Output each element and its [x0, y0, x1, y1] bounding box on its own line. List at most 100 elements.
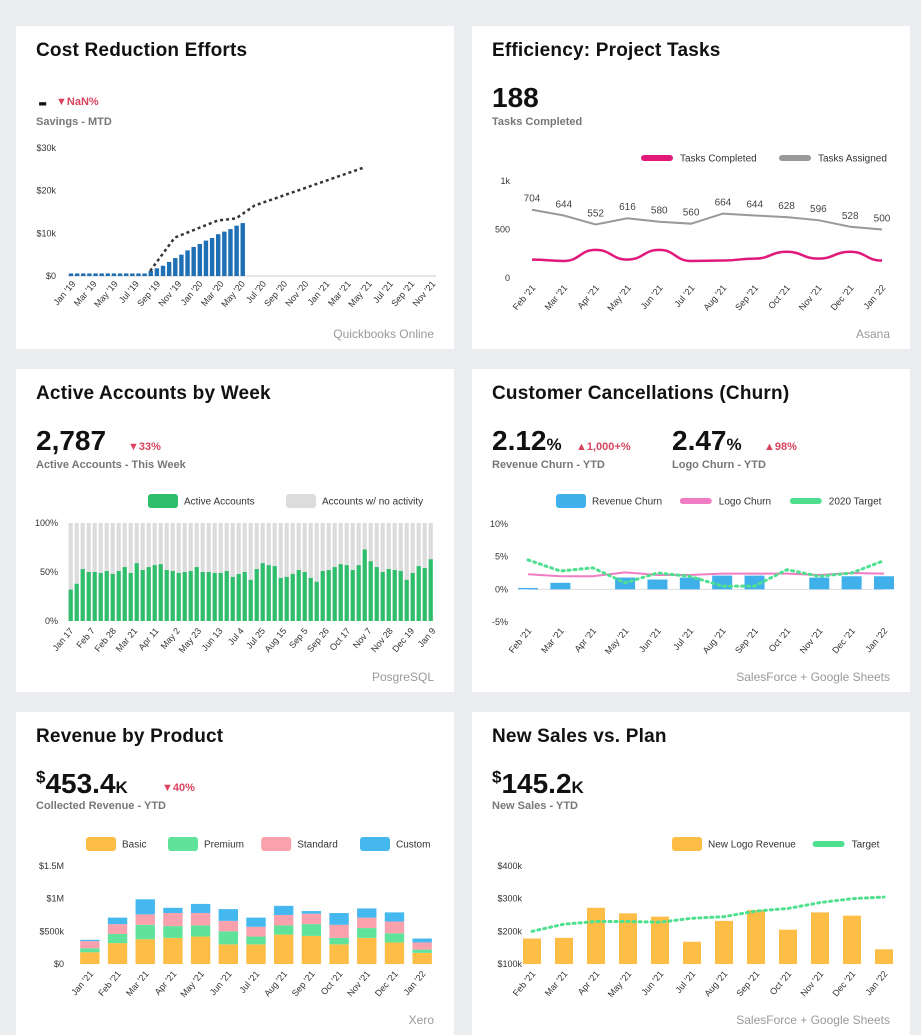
x-tick-label: Jun '21: [639, 969, 665, 997]
bar-active: [428, 559, 433, 621]
metric-label: Active Accounts - This Week: [36, 459, 186, 471]
bar-segment-standard: [135, 914, 155, 925]
bar-segment-premium: [329, 937, 349, 945]
data-label: 552: [587, 208, 604, 219]
bar-segment-premium: [163, 926, 183, 938]
bar-segment-premium: [190, 925, 211, 937]
x-tick-label: May 23: [177, 626, 204, 655]
bar: [179, 254, 184, 276]
bar-segment-premium: [301, 924, 322, 936]
delta-badge: ▼33%: [128, 441, 161, 453]
bar-no-activity: [308, 523, 313, 621]
bar-active: [308, 577, 313, 621]
bar-active: [272, 566, 277, 621]
bar: [111, 273, 117, 276]
legend-swatch: [148, 494, 178, 508]
bar-revenue-churn: [550, 582, 571, 590]
legend-label: Tasks Completed: [680, 154, 757, 165]
bar-active: [188, 571, 193, 621]
y-tick-label: 50%: [40, 567, 58, 577]
delta-badge: ▲98%: [764, 441, 797, 453]
data-label: 580: [651, 206, 668, 217]
bar-no-activity: [68, 523, 73, 621]
bar-no-activity: [290, 523, 295, 621]
source-label: Quickbooks Online: [333, 327, 434, 341]
bar-active: [254, 569, 259, 621]
bar-active: [74, 583, 79, 621]
x-tick-label: Apr 11: [136, 626, 160, 652]
metric-unit: %: [726, 435, 742, 454]
churn-chart: Revenue Churn Logo Churn 2020 Target 10% 5% 0…: [490, 494, 894, 656]
x-tick-label: Nov '20: [283, 279, 310, 309]
x-tick-label: Jul '21: [672, 283, 696, 309]
metric-label: Tasks Completed: [492, 116, 583, 128]
bar-active: [200, 572, 205, 621]
card-title: Cost Reduction Efforts: [36, 40, 248, 61]
bar-active: [374, 567, 379, 621]
x-tick-label: May '21: [178, 969, 206, 999]
card-churn: Customer Cancellations (Churn) 2.12% ▲1,…: [472, 369, 910, 692]
bar-segment-custom: [384, 912, 405, 922]
bar-active: [410, 572, 415, 621]
bar: [160, 265, 166, 276]
legend-label: Active Accounts: [184, 497, 255, 508]
x-tick-label: Jan '21: [69, 969, 95, 997]
bar-no-activity: [110, 523, 115, 621]
x-tick-label: Nov '21: [798, 969, 825, 999]
y-tick-label: 100%: [35, 518, 58, 528]
x-tick-label: Jun 13: [200, 626, 225, 653]
metric-value: 2,787: [36, 425, 107, 456]
bar-active: [170, 571, 175, 621]
y-tick-label: $200k: [497, 926, 522, 936]
y-tick-label: 0%: [495, 584, 508, 594]
legend-label: Standard: [297, 840, 338, 851]
data-label: 644: [555, 200, 572, 211]
bar-segment-standard: [412, 942, 432, 950]
x-tick-label: Jun '21: [208, 969, 234, 997]
x-tick-label: Feb '21: [507, 626, 534, 655]
y-tick-label: 0%: [45, 616, 58, 626]
bar-segment-premium: [218, 931, 238, 945]
metric-value-group: $145.2K: [492, 768, 584, 800]
x-tick-label: Aug 15: [262, 626, 288, 654]
bar: [173, 258, 178, 276]
bar-active: [296, 570, 301, 621]
x-tick-label: Jul 4: [226, 626, 246, 647]
bar-no-activity: [230, 523, 235, 621]
data-label: 616: [619, 202, 636, 213]
legend-label: Revenue Churn: [592, 497, 662, 508]
bar-active: [260, 563, 265, 621]
bar-segment-basic: [274, 934, 294, 964]
bar-active: [80, 569, 85, 621]
x-tick-label: Mar '21: [539, 626, 566, 655]
legend-label: Target: [852, 840, 880, 851]
x-tick-label: Mar '21: [543, 283, 570, 312]
bar-segment-standard: [190, 913, 211, 926]
bar-segment-basic: [412, 952, 432, 964]
bar-no-activity: [218, 523, 223, 621]
source-label: Xero: [408, 1013, 434, 1027]
bar-active: [332, 567, 337, 621]
legend-label: Accounts w/ no activity: [322, 497, 423, 508]
bar-segment-basic: [384, 942, 405, 964]
metric-value: 188: [492, 82, 539, 113]
bar-no-activity: [278, 523, 283, 621]
x-tick-label: Mar '21: [124, 969, 151, 998]
bar-active: [164, 570, 169, 621]
delta-badge: ▼40%: [162, 782, 195, 794]
bar-segment-custom: [246, 917, 266, 927]
legend-swatch: [672, 837, 702, 851]
data-label: 560: [683, 208, 700, 219]
bar-active: [116, 571, 121, 621]
legend-label: 2020 Target: [829, 497, 882, 508]
bar-active: [314, 581, 319, 621]
bar-segment-standard: [301, 913, 322, 925]
x-tick-label: Sep '21: [733, 283, 760, 313]
y-tick-label: 500: [495, 225, 510, 235]
accounts-chart: Active Accounts Accounts w/ no activity 10…: [35, 494, 438, 655]
bar: [105, 273, 111, 276]
bar-segment-premium: [107, 933, 128, 944]
x-tick-label: Feb '21: [96, 969, 123, 998]
bar-segment-standard: [357, 917, 377, 929]
